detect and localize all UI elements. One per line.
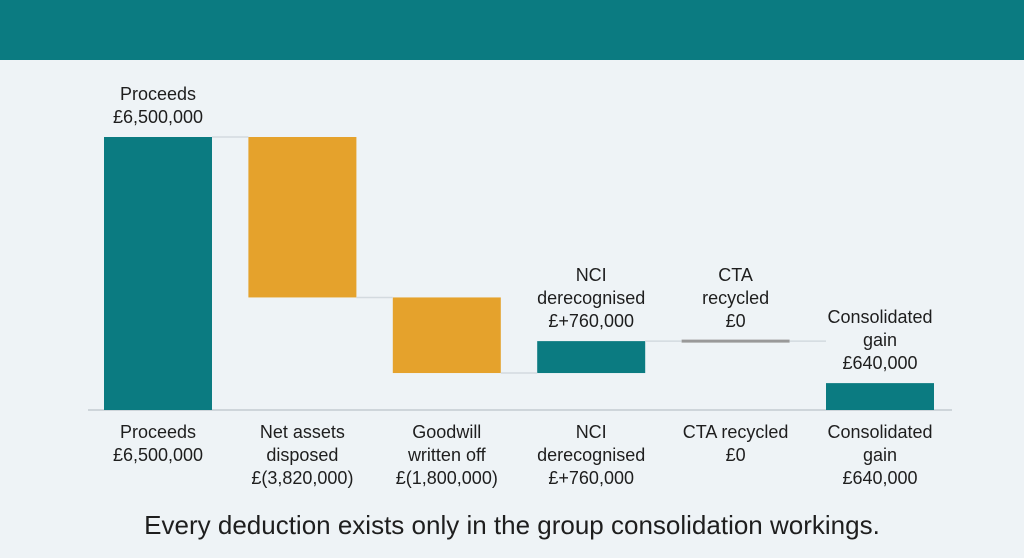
bar-value-label: CTA recycled £0	[702, 265, 769, 331]
category-label-line: gain	[863, 445, 897, 465]
category-label: CTA recycled £0	[683, 422, 789, 465]
category-label-line: CTA recycled	[683, 422, 789, 442]
waterfall-bar-total	[826, 383, 934, 410]
bar-value-label-line: £0	[726, 311, 746, 331]
bar-value-label-line: gain	[863, 330, 897, 350]
category-label-line: £+760,000	[548, 468, 634, 488]
bar-value-label-line: NCI	[576, 265, 607, 285]
bar-value-label-line: £+760,000	[548, 311, 634, 331]
category-label-line: disposed	[266, 445, 338, 465]
category-label: Net assets disposed £(3,820,000)	[251, 422, 353, 488]
category-label-line: £0	[726, 445, 746, 465]
category-label-line: NCI	[576, 422, 607, 442]
category-label-line: £(3,820,000)	[251, 468, 353, 488]
bar-value-label: Consolidated gain £640,000	[827, 307, 932, 373]
category-label-line: Proceeds	[120, 422, 196, 442]
category-label: Proceeds £6,500,000	[113, 422, 203, 465]
waterfall-chart: Proceeds £6,500,000 Proceeds £6,500,000 Net …	[88, 84, 952, 488]
bar-value-label-line: Proceeds	[120, 84, 196, 104]
category-label: Consolidated gain £640,000	[827, 422, 932, 488]
category-label-line: Goodwill	[412, 422, 481, 442]
waterfall-bar-decrease	[248, 137, 357, 298]
category-label-line: Net assets	[260, 422, 345, 442]
waterfall-bar-total	[104, 137, 212, 410]
header-banner	[0, 0, 1024, 60]
bar-value-label-line: CTA	[718, 265, 753, 285]
bar-value-label-line: £640,000	[842, 353, 917, 373]
category-label-line: written off	[407, 445, 487, 465]
category-label: NCI derecognised £+760,000	[537, 422, 645, 488]
chart-caption: Every deduction exists only in the group…	[144, 510, 880, 540]
bar-value-label-line: recycled	[702, 288, 769, 308]
category-label-line: derecognised	[537, 445, 645, 465]
bar-value-label-line: £6,500,000	[113, 107, 203, 127]
waterfall-bar-zero	[681, 339, 790, 343]
bar-value-label-line: derecognised	[537, 288, 645, 308]
bar-value-label: NCI derecognised £+760,000	[537, 265, 645, 331]
category-label: Goodwill written off £(1,800,000)	[396, 422, 498, 488]
waterfall-bar-increase	[537, 341, 646, 374]
category-label-line: £640,000	[842, 468, 917, 488]
category-label-line: Consolidated	[827, 422, 932, 442]
waterfall-bar-decrease	[392, 297, 501, 374]
bar-value-label-line: Consolidated	[827, 307, 932, 327]
category-label-line: £6,500,000	[113, 445, 203, 465]
category-label-line: £(1,800,000)	[396, 468, 498, 488]
bar-value-label: Proceeds £6,500,000	[113, 84, 203, 127]
